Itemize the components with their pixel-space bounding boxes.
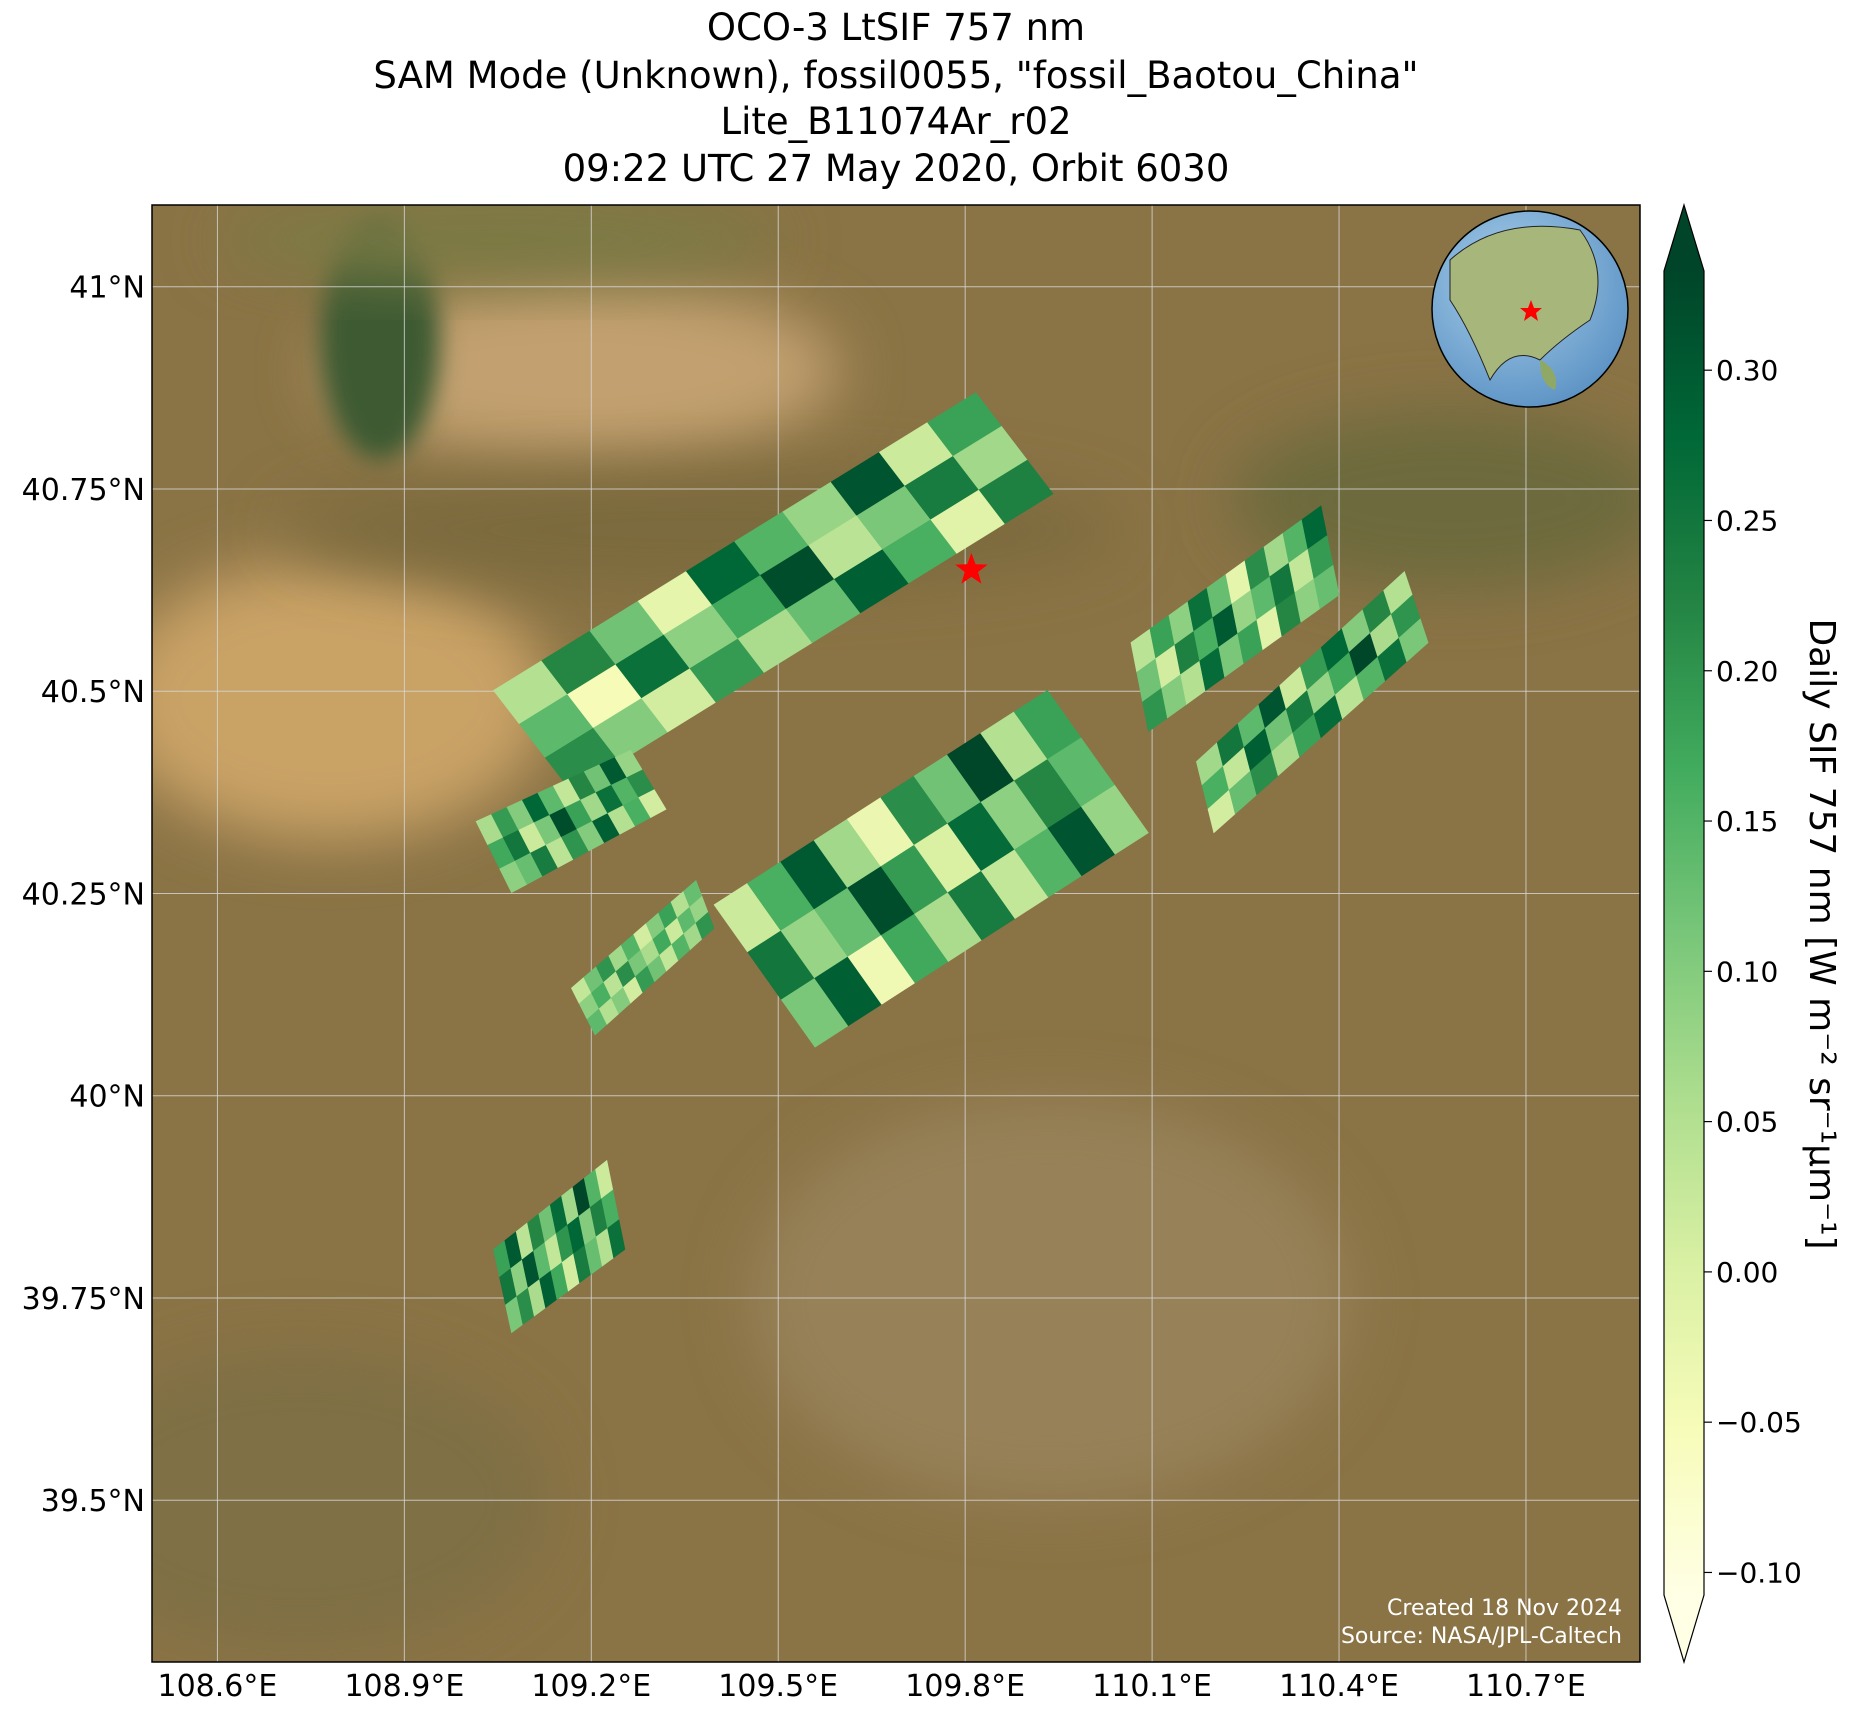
credit: Source: NASA/JPL-Caltech	[1341, 1624, 1622, 1649]
map-frame	[151, 204, 1641, 1663]
y-tick-label: 40.75°N	[22, 473, 145, 508]
title-line: SAM Mode (Unknown), fossil0055, "fossil_…	[373, 54, 1418, 97]
sif-pixel	[1313, 564, 1340, 610]
colorbar-tick-label: 0.05	[1716, 1106, 1778, 1139]
colorbar-tick-label: −0.05	[1716, 1406, 1802, 1439]
colorbar-tick-label: −0.10	[1716, 1556, 1802, 1589]
title-line: 09:22 UTC 27 May 2020, Orbit 6030	[563, 147, 1230, 190]
x-tick-label: 108.6°E	[158, 1669, 278, 1704]
colorbar-tick-label: 0.00	[1716, 1256, 1778, 1289]
colorbar-label: Daily SIF 757 nm [W m⁻² sr⁻¹μm⁻¹]	[1801, 618, 1842, 1249]
y-tick-label: 40°N	[69, 1080, 145, 1115]
colorbar-tick-label: 0.30	[1716, 354, 1778, 387]
colorbar: −0.10 −0.05 0.00 0.05 0.10 0.15 0.20 0.25 0.30	[1663, 202, 1802, 1665]
labels: OCO-3 LtSIF 757 nm SAM Mode (Unknown), f…	[22, 6, 1842, 1704]
x-tick-label: 108.9°E	[344, 1669, 464, 1704]
x-tick-label: 110.4°E	[1279, 1669, 1399, 1704]
sif-footprints	[475, 392, 1429, 1334]
colorbar-tick-label: 0.15	[1716, 805, 1778, 838]
x-tick-label: 109.8°E	[905, 1669, 1025, 1704]
title-line: OCO-3 LtSIF 757 nm	[707, 6, 1085, 49]
colorbar-extend-max	[1664, 205, 1704, 271]
y-tick-label: 39.75°N	[22, 1282, 145, 1317]
colorbar-extend-min	[1664, 1595, 1704, 1662]
colorbar-tick-label: 0.10	[1716, 955, 1778, 988]
sif-pixel	[1398, 618, 1429, 663]
colorbar-outline	[1663, 202, 1705, 1665]
x-tick-label: 109.2°E	[531, 1669, 651, 1704]
sif-pixel	[978, 459, 1054, 524]
sif-pixel	[1080, 784, 1149, 855]
y-tick-label: 41°N	[69, 271, 145, 306]
x-tick-label: 109.5°E	[718, 1669, 838, 1704]
x-tick-label: 110.7°E	[1466, 1669, 1586, 1704]
sif-pixel	[638, 789, 667, 819]
y-tick-label: 40.5°N	[41, 675, 145, 710]
sif-pixel	[695, 911, 715, 940]
globe-inset	[1431, 210, 1629, 408]
sif-pixel	[607, 1219, 626, 1259]
site-marker	[955, 552, 988, 584]
grid	[152, 205, 1640, 1662]
colorbar-tick-label: 0.20	[1716, 655, 1778, 688]
y-tick-label: 39.5°N	[41, 1484, 145, 1519]
title-line: Lite_B11074Ar_r02	[720, 100, 1071, 143]
credit: Created 18 Nov 2024	[1387, 1596, 1622, 1621]
y-tick-label: 40.25°N	[22, 877, 145, 912]
colorbar-scale	[1664, 271, 1704, 1595]
x-tick-label: 110.1°E	[1092, 1669, 1212, 1704]
colorbar-tick-label: 0.25	[1716, 504, 1778, 537]
